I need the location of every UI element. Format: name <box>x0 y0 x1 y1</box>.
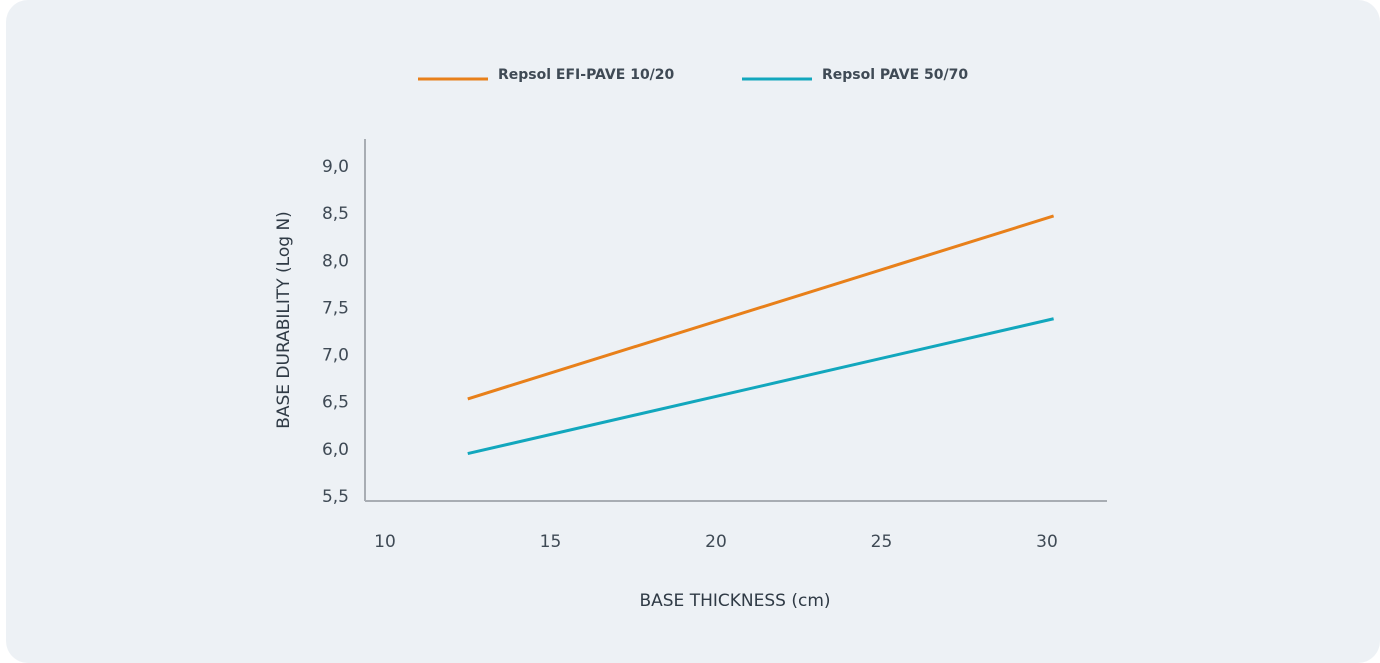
chart-card: Repsol EFI-PAVE 10/20 Repsol PAVE 50/70 5… <box>6 0 1380 663</box>
legend: Repsol EFI-PAVE 10/20 Repsol PAVE 50/70 <box>418 67 968 83</box>
y-tick-label: 8,5 <box>322 204 349 224</box>
series-line-1 <box>467 214 1055 401</box>
x-tick-label: 30 <box>1036 532 1058 552</box>
x-tick-label: 15 <box>540 532 562 552</box>
line-chart: Repsol EFI-PAVE 10/20 Repsol PAVE 50/70 5… <box>274 67 1107 611</box>
y-tick-label: 8,0 <box>322 251 349 271</box>
x-tick-label: 25 <box>871 532 893 552</box>
x-tick-label: 20 <box>705 532 727 552</box>
y-tick-label: 6,0 <box>322 440 349 460</box>
y-tick-label: 9,0 <box>322 157 349 177</box>
x-tick-label: 10 <box>374 532 396 552</box>
y-tick-label: 7,0 <box>322 346 349 366</box>
x-tick-labels: 10 15 20 25 30 <box>374 532 1058 552</box>
y-tick-label: 7,5 <box>322 298 349 318</box>
y-tick-label: 6,5 <box>322 393 349 413</box>
y-tick-label: 5,5 <box>322 487 349 507</box>
series-lines <box>467 214 1055 456</box>
legend-label: Repsol PAVE 50/70 <box>822 67 968 83</box>
x-axis-label: BASE THICKNESS (cm) <box>639 591 830 611</box>
y-axis-label: BASE DURABILITY (Log N) <box>274 211 294 429</box>
series-line-2 <box>467 317 1054 456</box>
legend-label: Repsol EFI-PAVE 10/20 <box>498 67 675 83</box>
y-tick-labels: 5,5 6,0 6,5 7,0 7,5 8,0 8,5 9,0 <box>322 157 349 507</box>
axes <box>364 139 1107 502</box>
